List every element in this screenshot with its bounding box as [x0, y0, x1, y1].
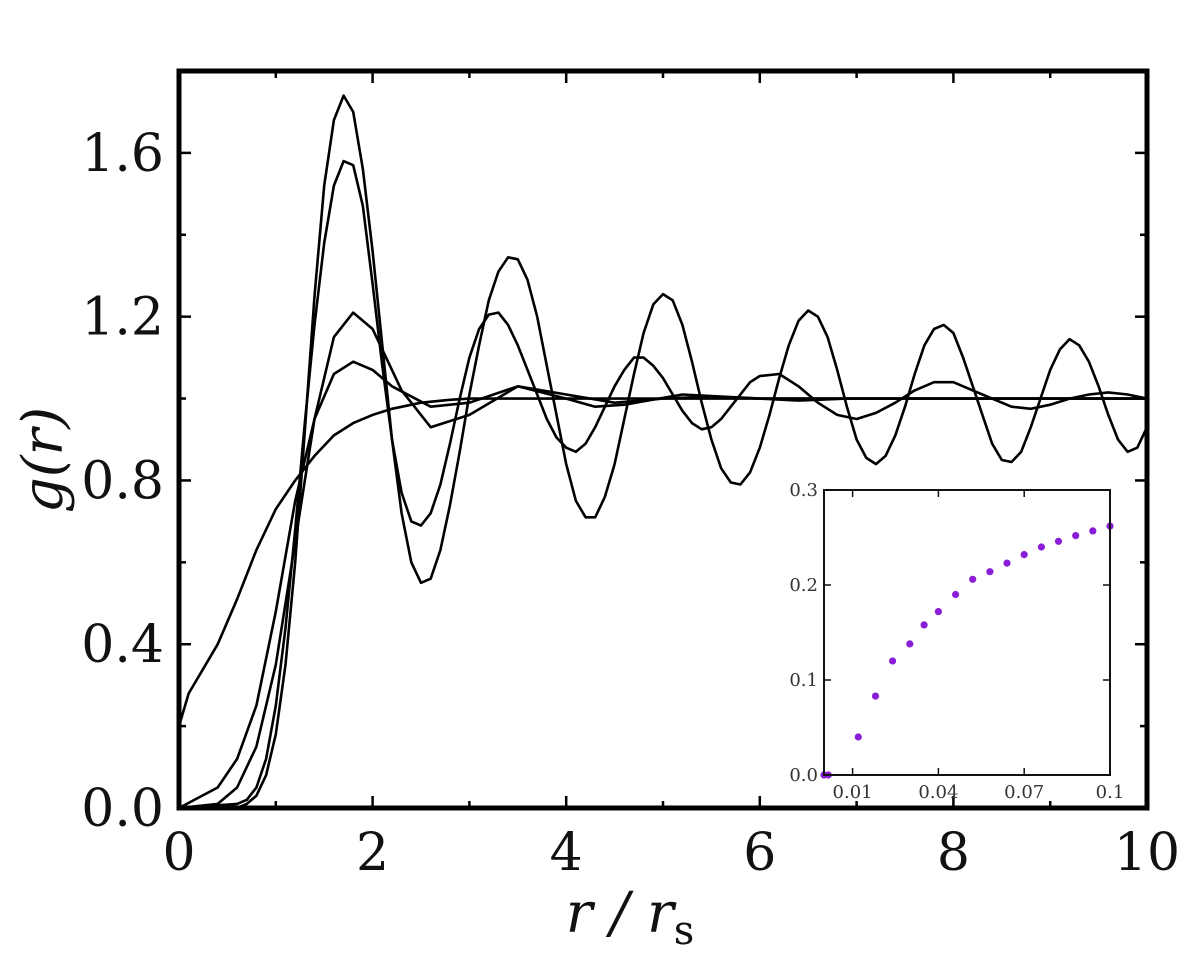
x-tick-label: 6	[743, 823, 776, 883]
inset-y-tick-label: 0.2	[789, 575, 818, 596]
y-axis-title: g(r)	[11, 407, 76, 513]
inset-frame	[823, 489, 1111, 776]
main-plot: 0 2 4 6 8 10 0.0 0.4 0.8 1.2 1.6 r / rs g(r)	[11, 68, 1180, 954]
main-tick-labels: 0 2 4 6 8 10 0.0 0.4 0.8 1.2 1.6	[81, 124, 1180, 883]
inset-y-tick-label: 0.1	[789, 670, 818, 691]
inset-point	[889, 657, 897, 665]
inset-background	[824, 490, 1110, 775]
inset-y-tick-label: 0.0	[789, 765, 818, 786]
inset-x-tick-label: 0.01	[833, 782, 873, 803]
inset-point	[934, 608, 943, 616]
x-axis-title: r / rs	[566, 881, 695, 954]
y-tick-label: 0.4	[81, 615, 164, 675]
inset-point	[1037, 543, 1045, 551]
inset-point	[920, 621, 928, 629]
inset-point	[906, 640, 914, 648]
inset-plot: 0.01 0.04 0.07 0.1 0.0 0.1 0.2 0.3	[789, 480, 1124, 803]
inset-point	[871, 692, 880, 700]
inset-point	[1072, 532, 1080, 540]
inset-point	[1003, 559, 1011, 567]
series-line-5	[179, 94, 1149, 810]
inset-tick-labels: 0.01 0.04 0.07 0.1 0.0 0.1 0.2 0.3	[789, 480, 1124, 803]
x-tick-label: 8	[937, 823, 970, 883]
x-tick-label: 4	[550, 823, 583, 883]
inset-point	[969, 575, 977, 583]
y-tick-label: 0.0	[81, 779, 164, 839]
inset-y-tick-label: 0.3	[789, 480, 818, 501]
series-line-4	[178, 159, 1148, 810]
x-tick-label: 0	[162, 823, 195, 883]
inset-x-tick-label: 0.07	[1004, 782, 1044, 803]
inset-x-tick-label: 0.1	[1096, 782, 1125, 803]
y-tick-label: 1.6	[81, 124, 164, 184]
y-tick-label: 1.2	[81, 288, 164, 348]
inset-point	[1089, 527, 1097, 535]
series-line-2	[178, 360, 1147, 810]
y-tick-label: 0.8	[81, 451, 164, 511]
series-line-3	[178, 311, 1147, 810]
inset-point	[952, 590, 960, 599]
x-tick-label: 10	[1114, 823, 1180, 883]
inset-point	[854, 733, 862, 741]
inset-point	[986, 568, 994, 576]
inset-x-tick-label: 0.04	[918, 782, 958, 803]
inset-point	[1054, 537, 1063, 545]
main-plot-frame	[176, 68, 1150, 811]
main-series-lines	[177, 94, 1149, 810]
inset-point	[1020, 551, 1028, 559]
x-tick-label: 2	[356, 823, 389, 883]
